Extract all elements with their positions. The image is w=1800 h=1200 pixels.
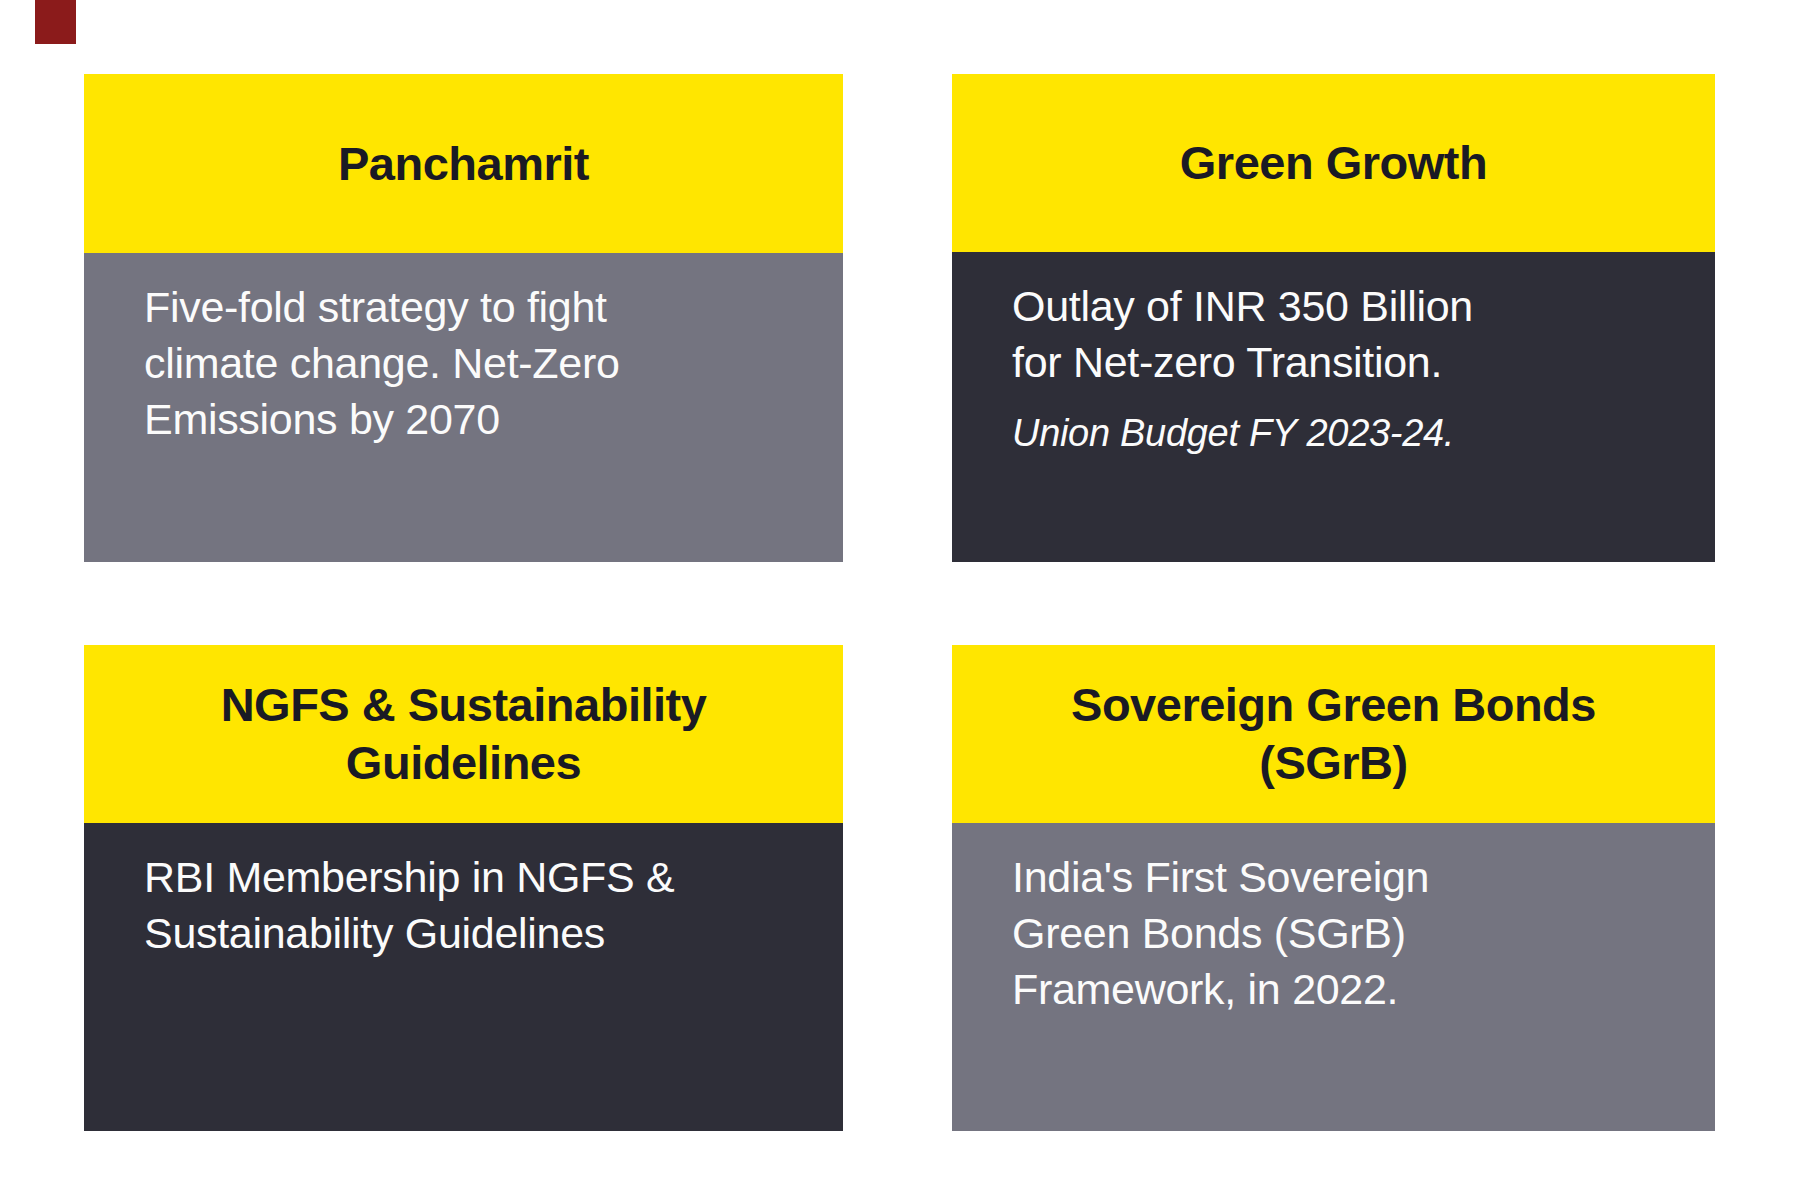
card-sgrb-title: Sovereign Green Bonds (SGrB) [1071,676,1596,792]
card-ngfs-title: NGFS & Sustainability Guidelines [221,676,707,792]
card-green-growth-header: Green Growth [952,74,1715,252]
card-ngfs-body: RBI Membership in NGFS & Sustainability … [84,823,843,1131]
card-green-growth-title: Green Growth [1180,134,1487,192]
card-sgrb-body-text: India's First Sovereign Green Bonds (SGr… [1012,849,1657,1017]
card-sgrb-header: Sovereign Green Bonds (SGrB) [952,645,1715,823]
card-panchamrit-body-text: Five-fold strategy to fight climate chan… [144,279,785,447]
card-green-growth: Green Growth Outlay of INR 350 Billion f… [952,74,1715,562]
card-ngfs-body-text: RBI Membership in NGFS & Sustainability … [144,849,785,961]
card-panchamrit: Panchamrit Five-fold strategy to fight c… [84,74,843,562]
card-green-growth-body-text: Outlay of INR 350 Billion for Net-zero T… [1012,278,1657,390]
card-panchamrit-body: Five-fold strategy to fight climate chan… [84,253,843,562]
card-green-growth-body: Outlay of INR 350 Billion for Net-zero T… [952,252,1715,562]
corner-red-marker [35,0,76,44]
card-ngfs-header: NGFS & Sustainability Guidelines [84,645,843,823]
card-green-growth-note: Union Budget FY 2023-24. [1012,410,1657,456]
infographic-page: Panchamrit Five-fold strategy to fight c… [0,0,1800,1200]
card-sgrb-body: India's First Sovereign Green Bonds (SGr… [952,823,1715,1131]
card-panchamrit-header: Panchamrit [84,74,843,253]
card-panchamrit-title: Panchamrit [338,135,589,193]
card-sgrb: Sovereign Green Bonds (SGrB) India's Fir… [952,645,1715,1131]
card-ngfs: NGFS & Sustainability Guidelines RBI Mem… [84,645,843,1131]
